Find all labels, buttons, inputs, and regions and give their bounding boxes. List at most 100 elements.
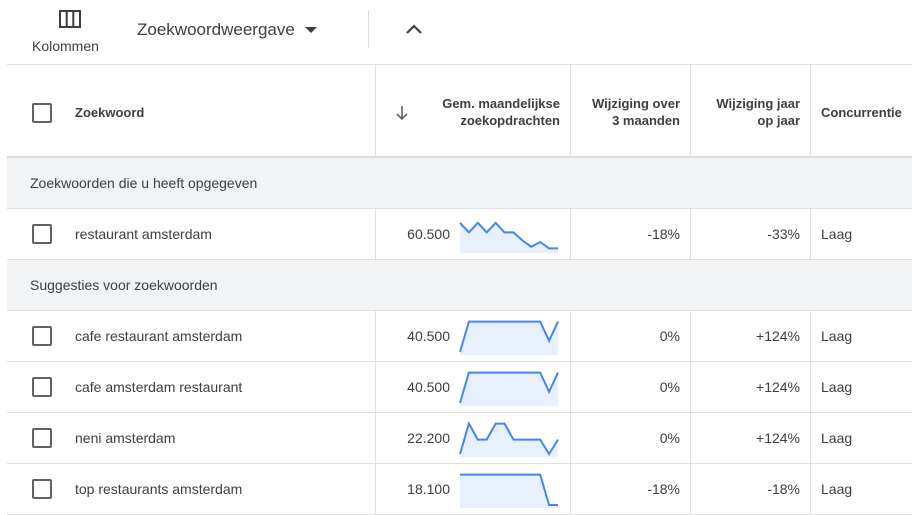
cell-divider xyxy=(690,413,691,463)
arrow-down-icon[interactable] xyxy=(395,105,409,121)
header-yoy-change[interactable]: Wijziging jaar op jaar xyxy=(691,95,800,129)
sparkline-area xyxy=(460,372,558,406)
table-row[interactable]: top restaurants amsterdam 18.100 -18% -18% L… xyxy=(7,464,912,515)
keyword-table: Zoekwoord Gem. maandelijkse zoekopdracht… xyxy=(7,64,912,515)
row-checkbox[interactable] xyxy=(32,377,52,397)
group-header-row: Zoekwoorden die u heeft opgegeven xyxy=(7,158,912,209)
cell-divider xyxy=(375,362,376,412)
trend-sparkline xyxy=(459,221,558,253)
competition-cell: Laag xyxy=(821,430,853,446)
sparkline-line xyxy=(459,221,558,250)
cell-divider xyxy=(375,311,376,361)
three-month-change-cell: 0% xyxy=(659,430,680,446)
trend-sparkline xyxy=(459,371,559,406)
cell-divider xyxy=(375,464,376,514)
trend-sparkline xyxy=(459,320,559,355)
three-month-change-cell: 0% xyxy=(659,379,680,395)
yoy-change-cell: -33% xyxy=(767,226,800,242)
sparkline-area xyxy=(460,474,558,508)
cell-divider xyxy=(570,209,571,259)
header-divider xyxy=(375,65,376,157)
row-checkbox[interactable] xyxy=(32,326,52,346)
cell-divider xyxy=(570,464,571,514)
header-yoy-line1: Wijziging jaar xyxy=(716,96,800,111)
avg-searches-cell: 22.200 xyxy=(407,430,450,446)
columns-button[interactable]: Kolommen xyxy=(26,6,118,58)
sparkline-line xyxy=(459,421,559,456)
chevron-up-icon xyxy=(406,24,422,34)
cell-divider xyxy=(570,311,571,361)
keyword-view-label: Zoekwoordweergave xyxy=(137,20,295,39)
header-three-month-line1: Wijziging over xyxy=(592,96,680,111)
header-yoy-line2: op jaar xyxy=(757,113,800,128)
row-checkbox[interactable] xyxy=(32,428,52,448)
toolbar-divider xyxy=(368,10,369,48)
keyword-cell: cafe amsterdam restaurant xyxy=(75,379,243,395)
columns-icon xyxy=(59,10,81,28)
header-divider xyxy=(690,65,691,157)
sparkline-line xyxy=(460,473,558,506)
yoy-change-cell: +124% xyxy=(756,379,800,395)
keyword-cell: cafe restaurant amsterdam xyxy=(75,328,243,344)
competition-cell: Laag xyxy=(821,226,853,242)
row-checkbox[interactable] xyxy=(32,224,52,244)
row-checkbox[interactable] xyxy=(32,479,52,499)
header-three-month-change[interactable]: Wijziging over 3 maanden xyxy=(571,95,680,129)
cell-divider xyxy=(810,413,811,463)
toolbar: Kolommen Zoekwoordweergave xyxy=(0,0,912,64)
group-title: Zoekwoorden die u heeft opgegeven xyxy=(30,175,258,191)
three-month-change-cell: -18% xyxy=(647,481,680,497)
competition-cell: Laag xyxy=(821,328,853,344)
competition-cell: Laag xyxy=(821,481,853,497)
competition-cell: Laag xyxy=(821,379,853,395)
table-row[interactable]: cafe restaurant amsterdam 40.500 0% +124% La… xyxy=(7,311,912,362)
trend-sparkline xyxy=(460,473,558,508)
cell-divider xyxy=(690,464,691,514)
keyword-cell: restaurant amsterdam xyxy=(75,226,212,242)
keyword-cell: top restaurants amsterdam xyxy=(75,481,243,497)
header-divider xyxy=(570,65,571,157)
header-avg-searches-line2: zoekopdrachten xyxy=(460,113,560,128)
cell-divider xyxy=(375,209,376,259)
group-title: Suggesties voor zoekwoorden xyxy=(30,277,218,293)
trend-sparkline xyxy=(459,421,559,457)
sparkline-area xyxy=(460,423,558,457)
avg-searches-cell: 60.500 xyxy=(407,226,450,242)
cell-divider xyxy=(570,413,571,463)
header-avg-searches[interactable]: Gem. maandelijkse zoekopdrachten xyxy=(417,95,560,129)
cell-divider xyxy=(570,362,571,412)
header-competition[interactable]: Concurrentie xyxy=(821,105,902,120)
header-keyword[interactable]: Zoekwoord xyxy=(75,105,145,120)
avg-searches-cell: 40.500 xyxy=(407,328,450,344)
cell-divider xyxy=(810,362,811,412)
sparkline-line xyxy=(459,320,559,353)
table-row[interactable]: neni amsterdam 22.200 0% +124% Laag xyxy=(7,413,912,464)
sparkline-line xyxy=(459,371,559,404)
yoy-change-cell: +124% xyxy=(756,328,800,344)
collapse-button[interactable] xyxy=(398,14,430,46)
three-month-change-cell: 0% xyxy=(659,328,680,344)
keyword-cell: neni amsterdam xyxy=(75,430,176,446)
cell-divider xyxy=(690,362,691,412)
table-row[interactable]: cafe amsterdam restaurant 40.500 0% +124% La… xyxy=(7,362,912,413)
three-month-change-cell: -18% xyxy=(647,226,680,242)
cell-divider xyxy=(375,413,376,463)
sparkline-area xyxy=(460,321,558,355)
keyword-view-dropdown[interactable]: Zoekwoordweergave xyxy=(137,18,317,42)
avg-searches-cell: 40.500 xyxy=(407,379,450,395)
cell-divider xyxy=(690,311,691,361)
cell-divider xyxy=(810,311,811,361)
header-three-month-line2: 3 maanden xyxy=(612,113,680,128)
columns-label: Kolommen xyxy=(32,38,99,54)
table-header: Zoekwoord Gem. maandelijkse zoekopdracht… xyxy=(7,64,912,158)
yoy-change-cell: -18% xyxy=(767,481,800,497)
cell-divider xyxy=(690,209,691,259)
group-header-row: Suggesties voor zoekwoorden xyxy=(7,260,912,311)
cell-divider xyxy=(810,464,811,514)
header-avg-searches-line1: Gem. maandelijkse xyxy=(442,96,560,111)
yoy-change-cell: +124% xyxy=(756,430,800,446)
table-row[interactable]: restaurant amsterdam 60.500 -18% -33% Laag xyxy=(7,209,912,260)
cell-divider xyxy=(810,209,811,259)
select-all-checkbox[interactable] xyxy=(32,103,52,123)
avg-searches-cell: 18.100 xyxy=(407,481,450,497)
